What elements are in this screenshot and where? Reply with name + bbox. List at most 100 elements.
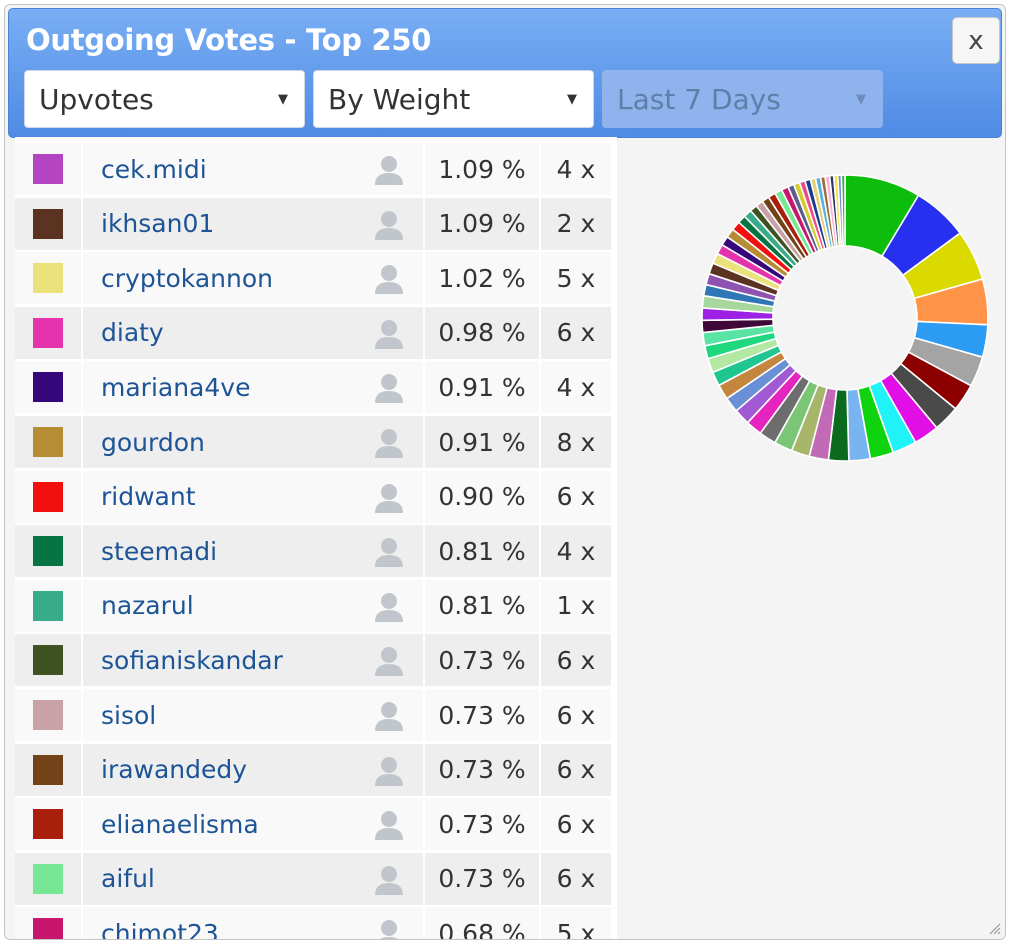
count-cell: 8 x xyxy=(541,416,611,468)
table-row[interactable]: nazarul 0.81 % 1 x xyxy=(15,579,611,632)
color-swatch xyxy=(33,754,63,785)
account-link[interactable]: ridwant xyxy=(101,482,196,512)
count-cell: 6 x xyxy=(541,634,611,687)
chevron-down-icon: ▼ xyxy=(278,92,288,107)
name-cell: steemadi xyxy=(83,525,423,578)
color-swatch xyxy=(33,208,63,239)
color-swatch xyxy=(33,317,63,348)
user-icon[interactable] xyxy=(373,919,405,939)
name-cell: aiful xyxy=(83,852,423,905)
color-swatch xyxy=(33,590,63,621)
account-link[interactable]: ikhsan01 xyxy=(101,209,215,239)
color-cell xyxy=(15,416,81,468)
table-row[interactable]: steemadi 0.81 % 4 x xyxy=(15,525,611,578)
color-swatch xyxy=(33,481,63,512)
account-link[interactable]: gourdon xyxy=(101,427,205,457)
account-link[interactable]: chimot23 xyxy=(101,918,219,939)
user-icon[interactable] xyxy=(373,646,405,677)
count-cell: 6 x xyxy=(541,852,611,905)
percent-cell: 0.73 % xyxy=(425,852,539,905)
count-cell: 4 x xyxy=(541,525,611,578)
percent-cell: 0.90 % xyxy=(425,470,539,523)
donut-slice[interactable] xyxy=(840,174,846,247)
account-link[interactable]: sisol xyxy=(101,700,157,730)
color-swatch xyxy=(33,809,63,840)
user-icon[interactable] xyxy=(373,373,405,404)
color-cell xyxy=(15,852,81,905)
account-link[interactable]: steemadi xyxy=(101,536,218,566)
table-row[interactable]: ikhsan01 1.09 % 2 x xyxy=(15,197,611,250)
user-icon[interactable] xyxy=(373,865,405,895)
table-row[interactable]: elianaelisma 0.73 % 6 x xyxy=(15,798,611,851)
table-row[interactable]: cryptokannon 1.02 % 5 x xyxy=(15,252,611,305)
user-icon[interactable] xyxy=(373,210,405,240)
table-row[interactable]: mariana4ve 0.91 % 4 x xyxy=(15,361,611,414)
user-icon[interactable] xyxy=(373,537,405,568)
count-cell: 4 x xyxy=(541,143,611,195)
dialog-header: Outgoing Votes - Top 250 x Upvotes ▼ By … xyxy=(8,8,1002,138)
color-swatch xyxy=(33,372,63,403)
name-cell: ridwant xyxy=(83,470,423,523)
user-icon[interactable] xyxy=(373,701,405,731)
period-value: Last 7 Days xyxy=(617,82,781,116)
sort-select[interactable]: By Weight ▼ xyxy=(313,70,594,128)
percent-cell: 0.81 % xyxy=(425,579,539,632)
user-icon[interactable] xyxy=(373,264,405,295)
table-row[interactable]: diaty 0.98 % 6 x xyxy=(15,306,611,359)
percent-cell: 0.68 % xyxy=(425,907,539,939)
percent-cell: 0.73 % xyxy=(425,689,539,741)
account-link[interactable]: sofianiskandar xyxy=(101,645,283,675)
percent-cell: 0.81 % xyxy=(425,525,539,578)
percent-cell: 0.73 % xyxy=(425,798,539,851)
table-row[interactable]: cek.midi 1.09 % 4 x xyxy=(15,143,611,195)
color-cell xyxy=(15,470,81,523)
account-link[interactable]: mariana4ve xyxy=(101,372,251,402)
account-link[interactable]: cryptokannon xyxy=(101,263,273,293)
table-row[interactable]: sisol 0.73 % 6 x xyxy=(15,689,611,741)
sort-value: By Weight xyxy=(328,82,471,116)
vote-type-select[interactable]: Upvotes ▼ xyxy=(24,70,305,128)
color-cell xyxy=(15,306,81,359)
count-cell: 2 x xyxy=(541,197,611,250)
resize-handle-icon[interactable] xyxy=(987,921,1001,935)
user-icon[interactable] xyxy=(373,592,405,622)
count-cell: 1 x xyxy=(541,579,611,632)
name-cell: cek.midi xyxy=(83,143,423,195)
period-select: Last 7 Days ▼ xyxy=(602,70,883,128)
name-cell: mariana4ve xyxy=(83,361,423,414)
table-row[interactable]: ridwant 0.90 % 6 x xyxy=(15,470,611,523)
color-cell xyxy=(15,743,81,796)
color-cell xyxy=(15,197,81,250)
name-cell: sisol xyxy=(83,689,423,741)
name-cell: diaty xyxy=(83,306,423,359)
percent-cell: 0.98 % xyxy=(425,306,539,359)
color-swatch xyxy=(33,700,63,730)
count-cell: 6 x xyxy=(541,689,611,741)
color-cell xyxy=(15,361,81,414)
table-row[interactable]: gourdon 0.91 % 8 x xyxy=(15,416,611,468)
close-button[interactable]: x xyxy=(952,17,1000,64)
account-link[interactable]: irawandedy xyxy=(101,755,248,785)
color-swatch xyxy=(33,427,63,457)
account-link[interactable]: elianaelisma xyxy=(101,809,259,839)
user-icon[interactable] xyxy=(373,810,405,841)
user-icon[interactable] xyxy=(373,155,405,185)
table-row[interactable]: sofianiskandar 0.73 % 6 x xyxy=(15,634,611,687)
table-row[interactable]: chimot23 0.68 % 5 x xyxy=(15,907,611,939)
color-swatch xyxy=(33,863,63,894)
percent-cell: 0.73 % xyxy=(425,743,539,796)
table-row[interactable]: aiful 0.73 % 6 x xyxy=(15,852,611,905)
table-row[interactable]: irawandedy 0.73 % 6 x xyxy=(15,743,611,796)
chevron-down-icon: ▼ xyxy=(856,92,866,107)
user-icon[interactable] xyxy=(373,756,405,786)
name-cell: gourdon xyxy=(83,416,423,468)
account-link[interactable]: cek.midi xyxy=(101,154,207,184)
account-link[interactable]: diaty xyxy=(101,318,164,348)
count-cell: 5 x xyxy=(541,252,611,305)
user-icon[interactable] xyxy=(373,428,405,458)
account-link[interactable]: nazarul xyxy=(101,591,194,621)
user-icon[interactable] xyxy=(373,483,405,513)
account-link[interactable]: aiful xyxy=(101,864,155,894)
count-cell: 6 x xyxy=(541,470,611,523)
user-icon[interactable] xyxy=(373,319,405,349)
